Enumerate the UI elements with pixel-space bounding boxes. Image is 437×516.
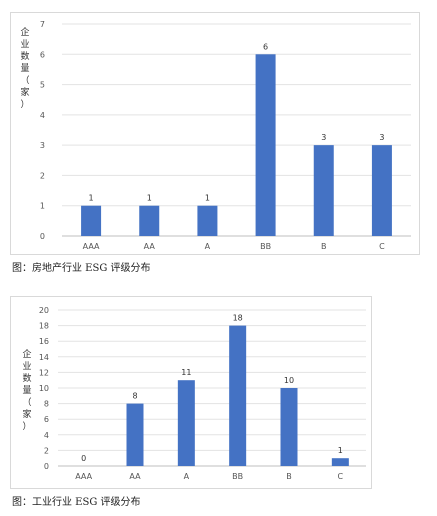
data-label: 11: [181, 368, 191, 377]
x-tick-label: AA: [129, 472, 141, 481]
bar: [139, 205, 160, 236]
y-tick-label: 14: [39, 353, 49, 362]
x-tick-label: AA: [144, 242, 156, 251]
bar: [126, 403, 144, 466]
bar: [81, 205, 102, 236]
x-tick-label: AAA: [83, 242, 100, 251]
y-tick-label: 0: [40, 232, 45, 241]
x-tick-label: BB: [232, 472, 243, 481]
y-tick-label: 12: [39, 368, 49, 377]
x-tick-label: B: [321, 242, 327, 251]
bar: [177, 380, 195, 466]
data-label: 6: [263, 42, 268, 51]
y-tick-label: 2: [40, 171, 45, 180]
y-tick-label: 7: [40, 20, 45, 29]
data-label: 10: [284, 376, 294, 385]
y-tick-label: 1: [40, 202, 45, 211]
data-label: 18: [233, 314, 243, 323]
y-tick-label: 0: [44, 462, 49, 471]
data-label: 1: [89, 194, 94, 203]
x-tick-label: BB: [260, 242, 271, 251]
bar: [371, 145, 392, 236]
data-label: 3: [321, 133, 326, 142]
bar: [280, 388, 298, 466]
y-tick-label: 10: [39, 384, 49, 393]
x-tick-label: A: [184, 472, 190, 481]
x-tick-label: B: [286, 472, 292, 481]
bar: [255, 54, 276, 237]
chart-caption: 图：房地产行业 ESG 评级分布: [12, 263, 151, 274]
y-tick-label: 4: [40, 111, 45, 120]
y-tick-label: 5: [40, 81, 45, 90]
bar: [331, 458, 349, 466]
data-label: 3: [379, 133, 384, 142]
x-tick-label: A: [205, 242, 211, 251]
y-tick-label: 18: [39, 322, 49, 331]
y-axis-label: 企业数量（家）: [22, 350, 32, 432]
y-tick-label: 3: [40, 141, 45, 150]
x-tick-label: C: [379, 242, 385, 251]
bar: [229, 325, 247, 466]
data-label: 1: [147, 194, 152, 203]
chart-real-estate: 企业数量（家） 0 1 2 3 4 5 6 7 1 AAA 1 AA 1 A 6 BB 3 B 3 C: [10, 12, 420, 255]
y-tick-label: 16: [39, 337, 49, 346]
y-tick-label: 6: [40, 50, 45, 59]
data-label: 1: [205, 194, 210, 203]
bar: [313, 145, 334, 236]
y-tick-label: 8: [44, 400, 49, 409]
data-label: 8: [132, 392, 137, 401]
bar: [197, 205, 218, 236]
bar-chart-svg: 0 1 2 3 4 5 6 7 1 AAA 1 AA 1 A 6 BB 3 B 3 C: [40, 20, 411, 251]
y-tick-label: 6: [44, 415, 49, 424]
bar-chart-svg: 0 2 4 6 8 10 12 14 16 18 20 0 AAA 8 AA 11 A 18 BB 10 B 1 C: [39, 306, 366, 481]
y-axis-label: 企业数量（家）: [20, 28, 30, 110]
data-label: 1: [338, 446, 343, 455]
x-tick-label: C: [338, 472, 344, 481]
chart-caption: 图：工业行业 ESG 评级分布: [12, 497, 141, 508]
x-tick-label: AAA: [75, 472, 92, 481]
y-tick-label: 4: [44, 431, 49, 440]
y-tick-label: 20: [39, 306, 49, 315]
chart-industrial: 企业数量（家） 0 2 4 6 8 10 12 14 16 18 20 0 AAA 8 AA 11 A 18 BB 1…: [10, 296, 372, 489]
y-tick-label: 2: [44, 446, 49, 455]
data-label: 0: [81, 454, 86, 463]
